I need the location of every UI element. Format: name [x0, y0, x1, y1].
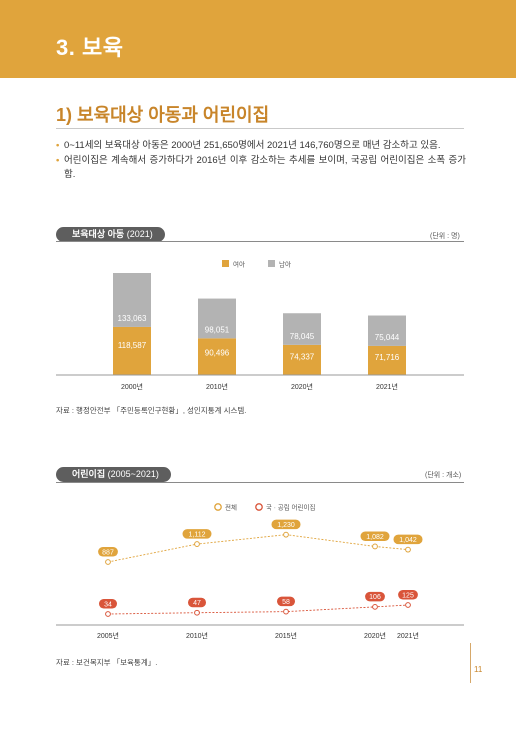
public-value-label: 125 [402, 592, 414, 599]
bar-girl-value-label: 74,337 [290, 352, 315, 361]
legend-public-label: 국 · 공립 어린이집 [266, 503, 315, 512]
page-number-divider [470, 643, 471, 683]
bullet-list: • 0~11세의 보육대상 아동은 2000년 251,650명에서 2021년 … [56, 139, 466, 183]
bar-boy [283, 313, 321, 345]
total-point [372, 543, 378, 550]
total-value-label: 1,230 [277, 522, 295, 529]
bar-boy-value-label: 98,051 [205, 325, 230, 334]
bar-girl-value-label: 118,587 [118, 341, 147, 350]
legend-girl-label: 여아 [233, 260, 245, 269]
legend-total-marker [214, 503, 222, 511]
total-value-pill [360, 531, 390, 541]
bar-boy-value-label: 133,063 [118, 314, 147, 323]
bar-girl [368, 345, 406, 375]
bar-girl [198, 338, 236, 375]
public-value-pill [99, 599, 117, 609]
legend-boy-swatch [268, 260, 275, 267]
x-tick-label: 2005년 [97, 631, 119, 640]
chart2-title: 어린이집 [72, 469, 106, 479]
public-value-label: 58 [282, 599, 290, 606]
total-value-label: 887 [102, 549, 114, 556]
page-header: 3. 보육 [0, 0, 516, 78]
total-value-pill [271, 519, 301, 530]
total-value-label: 1,082 [366, 534, 384, 541]
public-point [405, 602, 411, 608]
legend-boy-label: 남아 [279, 260, 291, 269]
total-value-pill [98, 547, 118, 557]
section-divider [56, 128, 464, 129]
x-tick-label: 2021년 [397, 631, 419, 640]
public-value-label: 106 [369, 594, 381, 601]
x-tick-label: 2020년 [364, 631, 386, 640]
public-value-pill [277, 596, 295, 607]
bar-girl [283, 344, 321, 375]
chart1-title-tag: 보육대상 아동 (2021) [56, 227, 165, 242]
bar-boy-value-label: 78,045 [290, 332, 315, 341]
page-number: 11 [474, 665, 483, 674]
chart1-title-year: (2021) [126, 229, 153, 239]
public-value-pill [398, 590, 418, 600]
bar-girl-value-label: 71,716 [375, 353, 400, 362]
public-point [283, 608, 289, 615]
section-title: 1) 보육대상 아동과 어린이집 [56, 105, 270, 125]
bullet-dot-icon: • [56, 154, 60, 166]
children-stacked-bar-chart: 여아 남아 118,587 133,063 2000년 90,496 98,051 2010년… [56, 260, 464, 391]
bullet-text: 0~11세의 보육대상 아동은 2000년 251,650명에서 2021년 1… [64, 140, 441, 151]
total-point [283, 531, 289, 538]
chart2-title-tag: 어린이집 (2005~2021) [56, 467, 171, 482]
bar-boy [113, 273, 151, 327]
chart1-source: 자료 : 행정안전부 「주민등록인구현황」, 성인지통계 시스템. [56, 406, 247, 415]
x-tick-label: 2000년 [121, 382, 143, 391]
x-tick-label: 2021년 [376, 382, 398, 391]
bar-boy [198, 298, 236, 339]
chart1-title: 보육대상 아동 [72, 229, 125, 239]
daycare-line-chart: 전체 국 · 공립 어린이집 887 1,112 1,230 1,082 1,042 34 47… [56, 503, 464, 640]
bar-boy [368, 315, 406, 346]
chart2-source: 자료 : 보건복지부 「보육통계」. [56, 658, 158, 667]
chart1-top-rule [56, 241, 464, 242]
bullet-dot-icon: • [56, 140, 60, 151]
chart2-title-year: (2005~2021) [107, 469, 159, 479]
total-value-pill [182, 529, 212, 539]
public-point [372, 603, 378, 610]
legend-public-marker [255, 503, 263, 511]
total-point [405, 546, 411, 553]
public-line [107, 604, 409, 615]
bullet-text: 어린이집은 계속해서 증가하다가 2016년 이후 감소하는 추세를 보이며, … [64, 154, 466, 181]
public-value-pill [188, 597, 206, 608]
x-tick-label: 2010년 [206, 382, 228, 391]
bar-girl-value-label: 90,496 [205, 348, 230, 357]
public-value-label: 34 [104, 601, 112, 608]
bullet-item: • 0~11세의 보육대상 아동은 2000년 251,650명에서 2021년 … [56, 139, 466, 154]
public-point [194, 609, 200, 616]
chart2-top-rule [56, 482, 464, 483]
legend-total-label: 전체 [225, 503, 237, 512]
x-tick-label: 2015년 [275, 631, 297, 640]
chart2-unit: (단위 : 개소) [425, 472, 462, 479]
bar-girl [113, 326, 151, 375]
public-value-pill [365, 591, 385, 602]
public-point [105, 611, 111, 617]
x-tick-label: 2020년 [291, 382, 313, 391]
chart1-unit: (단위 : 명) [430, 233, 460, 240]
total-point [105, 559, 111, 565]
public-value-label: 47 [193, 600, 201, 607]
legend-girl-swatch [222, 260, 229, 267]
total-value-label: 1,112 [189, 531, 206, 538]
x-tick-label: 2010년 [186, 631, 208, 640]
total-value-label: 1,042 [399, 537, 417, 544]
total-value-pill [393, 534, 423, 545]
total-point [194, 541, 200, 547]
bar-boy-value-label: 75,044 [375, 333, 400, 342]
chapter-title: 3. 보육 [56, 35, 124, 60]
bullet-item: • 어린이집은 계속해서 증가하다가 2016년 이후 감소하는 추세를 보이며,… [56, 154, 466, 183]
